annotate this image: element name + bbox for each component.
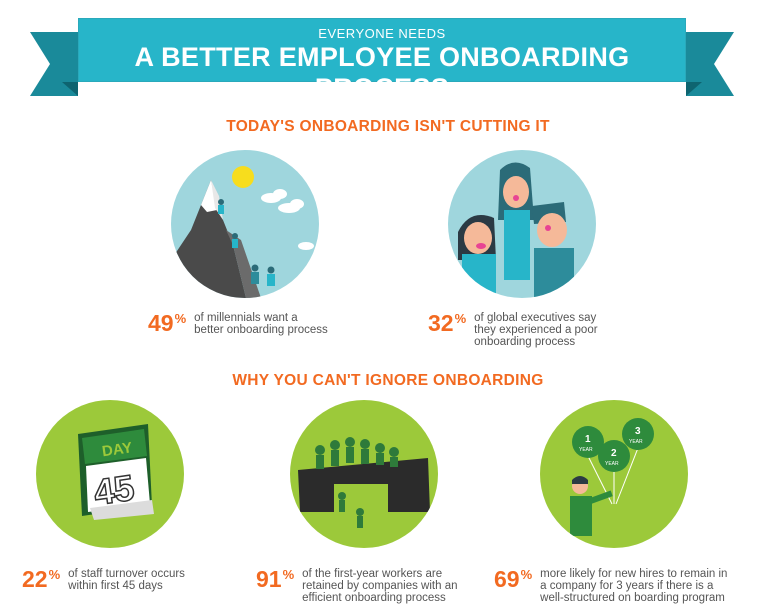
stat-value: 32 <box>428 310 454 336</box>
section-heading-todays-onboarding: TODAY'S ONBOARDING ISN'T CUTTING IT <box>226 118 550 135</box>
stat-value: 91 <box>256 566 282 592</box>
calendar-day-label: DAY <box>101 439 133 460</box>
balloon-3-label: YEAR <box>629 439 643 445</box>
calendar-day-number: 45 <box>91 467 136 513</box>
stat-staff-turnover: 22 % of staff turnover occurs within fir… <box>22 566 185 592</box>
stat-first-year-workers: 91 % of the first-year workers are retai… <box>256 566 458 604</box>
calendar-day-45-illustration: DAY 45 <box>36 400 184 548</box>
stat-value: 49 <box>148 310 174 336</box>
balloon-3-number: 3 <box>635 426 641 437</box>
section-heading-why-you-cant-ignore: WHY YOU CAN'T IGNORE ONBOARDING <box>232 372 544 389</box>
workers-cliff-illustration <box>290 400 438 548</box>
banner-ribbon-tails <box>30 32 734 96</box>
stat-millennials: 49 % of millennials want a better onboar… <box>148 310 328 336</box>
stat-description: of millennials want a better onboarding … <box>194 312 328 336</box>
stat-value: 22 <box>22 566 48 592</box>
stat-percent-sign: % <box>454 311 467 326</box>
stat-percent-sign: % <box>520 567 533 582</box>
header-banner: EVERYONE NEEDS A BETTER EMPLOYEE ONBOARD… <box>78 18 686 103</box>
stat-percent-sign: % <box>282 567 295 582</box>
stat-description: of the first-year workers are retained b… <box>302 568 458 604</box>
stat-description: of global executives say they experience… <box>474 312 598 348</box>
year-balloons-illustration: 1 YEAR 2 YEAR 3 YEAR <box>540 400 688 548</box>
banner-title: A BETTER EMPLOYEE ONBOARDING PROCESS <box>134 42 630 103</box>
stat-value: 69 <box>494 566 520 592</box>
balloon-1-label: YEAR <box>579 447 593 453</box>
stat-global-executives: 32 % of global executives say they exper… <box>428 310 598 348</box>
stat-new-hires-retention: 69 % more likely for new hires to remain… <box>494 566 728 604</box>
balloon-2-number: 2 <box>611 448 617 459</box>
stat-description: more likely for new hires to remain in a… <box>540 568 728 604</box>
mountain-climbers-illustration <box>171 150 319 298</box>
stat-description: of staff turnover occurs within first 45… <box>68 568 185 592</box>
three-people-illustration <box>448 150 596 298</box>
balloon-2-label: YEAR <box>605 461 619 467</box>
stat-percent-sign: % <box>174 311 187 326</box>
balloon-1-number: 1 <box>585 434 591 445</box>
stat-percent-sign: % <box>48 567 61 582</box>
banner-subtitle: EVERYONE NEEDS <box>318 26 446 41</box>
